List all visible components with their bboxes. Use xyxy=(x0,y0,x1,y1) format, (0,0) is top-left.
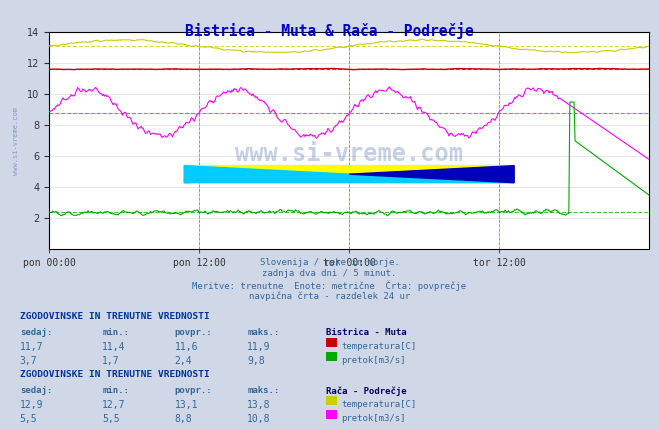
Text: sedaj:: sedaj: xyxy=(20,386,52,395)
Text: 13,1: 13,1 xyxy=(175,400,198,410)
Text: min.:: min.: xyxy=(102,328,129,337)
Text: 12,9: 12,9 xyxy=(20,400,43,410)
Text: zadnja dva dni / 5 minut.: zadnja dva dni / 5 minut. xyxy=(262,269,397,278)
Text: Bistrica - Muta: Bistrica - Muta xyxy=(326,328,407,337)
Text: temperatura[C]: temperatura[C] xyxy=(341,342,416,351)
Text: maks.:: maks.: xyxy=(247,386,279,395)
Polygon shape xyxy=(185,166,514,183)
Text: pretok[m3/s]: pretok[m3/s] xyxy=(341,414,406,423)
Text: povpr.:: povpr.: xyxy=(175,386,212,395)
Text: 5,5: 5,5 xyxy=(102,414,120,424)
Text: 9,8: 9,8 xyxy=(247,356,265,366)
Text: Bistrica - Muta & Rača - Podrečje: Bistrica - Muta & Rača - Podrečje xyxy=(185,22,474,39)
Text: 11,4: 11,4 xyxy=(102,342,126,352)
Polygon shape xyxy=(185,166,349,183)
Text: 8,8: 8,8 xyxy=(175,414,192,424)
Text: 5,5: 5,5 xyxy=(20,414,38,424)
Polygon shape xyxy=(185,166,514,183)
Polygon shape xyxy=(185,166,514,183)
Text: www.si-vreme.com: www.si-vreme.com xyxy=(235,142,463,166)
Text: 11,9: 11,9 xyxy=(247,342,271,352)
Text: temperatura[C]: temperatura[C] xyxy=(341,400,416,409)
Text: maks.:: maks.: xyxy=(247,328,279,337)
Text: 2,4: 2,4 xyxy=(175,356,192,366)
Text: 13,8: 13,8 xyxy=(247,400,271,410)
Text: povpr.:: povpr.: xyxy=(175,328,212,337)
Text: Rača - Podrečje: Rača - Podrečje xyxy=(326,386,407,396)
Text: 12,7: 12,7 xyxy=(102,400,126,410)
Text: 10,8: 10,8 xyxy=(247,414,271,424)
Text: min.:: min.: xyxy=(102,386,129,395)
Text: www.si-vreme.com: www.si-vreme.com xyxy=(13,107,20,175)
Text: Meritve: trenutne  Enote: metrične  Črta: povprečje: Meritve: trenutne Enote: metrične Črta: … xyxy=(192,280,467,291)
Polygon shape xyxy=(185,166,514,183)
Text: 3,7: 3,7 xyxy=(20,356,38,366)
Text: ZGODOVINSKE IN TRENUTNE VREDNOSTI: ZGODOVINSKE IN TRENUTNE VREDNOSTI xyxy=(20,312,210,321)
Text: pretok[m3/s]: pretok[m3/s] xyxy=(341,356,406,365)
Polygon shape xyxy=(185,166,349,183)
Text: 11,6: 11,6 xyxy=(175,342,198,352)
Text: sedaj:: sedaj: xyxy=(20,328,52,337)
Text: navpična črta - razdelek 24 ur: navpična črta - razdelek 24 ur xyxy=(249,292,410,301)
Polygon shape xyxy=(349,166,514,183)
Text: Slovenija / reke in morje.: Slovenija / reke in morje. xyxy=(260,258,399,267)
Text: 11,7: 11,7 xyxy=(20,342,43,352)
Text: ZGODOVINSKE IN TRENUTNE VREDNOSTI: ZGODOVINSKE IN TRENUTNE VREDNOSTI xyxy=(20,370,210,379)
Text: 1,7: 1,7 xyxy=(102,356,120,366)
